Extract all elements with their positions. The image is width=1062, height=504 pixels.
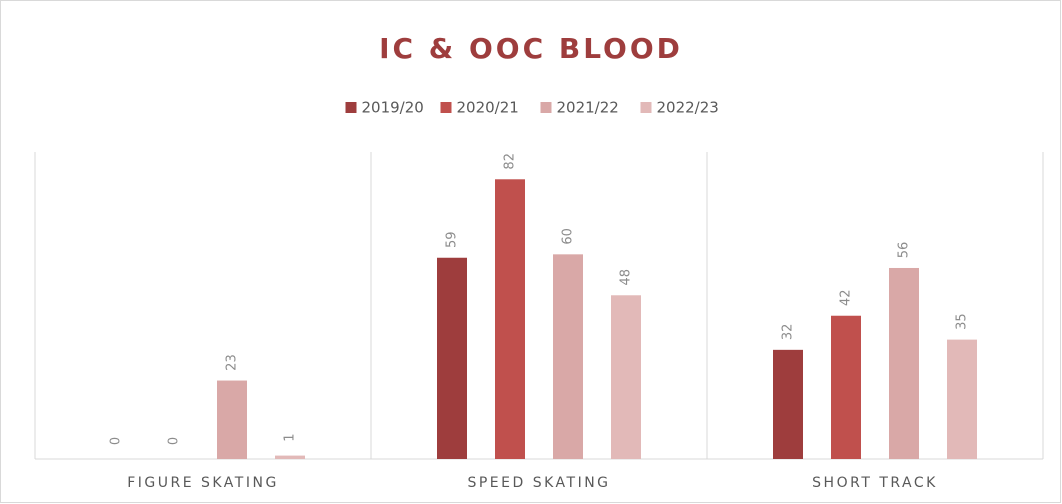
legend-swatch [345,102,357,113]
x-tick-label: FIGURE SKATING [127,475,279,491]
data-label: 1 [283,433,298,441]
data-label: 82 [503,153,518,170]
data-label: 23 [225,354,240,371]
data-label: 42 [839,289,854,306]
bar [611,295,641,459]
chart-title: IC & OOC BLOOD [379,32,683,65]
bar [947,339,977,459]
legend-label: 2022/23 [657,99,719,117]
legend-label: 2019/20 [362,99,424,117]
x-tick-label: SHORT TRACK [812,475,938,491]
bar [437,257,467,459]
data-label: 59 [445,231,460,248]
bar [495,179,525,460]
bar [217,380,247,459]
bar [889,267,919,459]
data-label: 0 [167,437,182,445]
bar [831,315,861,459]
data-label: 0 [109,437,124,445]
data-label: 35 [955,313,970,330]
data-label: 32 [781,324,796,341]
bar [275,455,305,459]
data-label: 56 [897,242,912,259]
x-tick-label: SPEED SKATING [467,475,610,491]
bar [773,349,803,459]
legend-label: 2021/22 [557,99,619,117]
bar [553,254,583,459]
data-label: 60 [561,228,576,245]
legend-swatch [540,102,552,113]
data-label: 48 [619,269,634,286]
legend-swatch [640,102,652,113]
legend-swatch [440,102,452,113]
legend-label: 2020/21 [457,99,519,117]
